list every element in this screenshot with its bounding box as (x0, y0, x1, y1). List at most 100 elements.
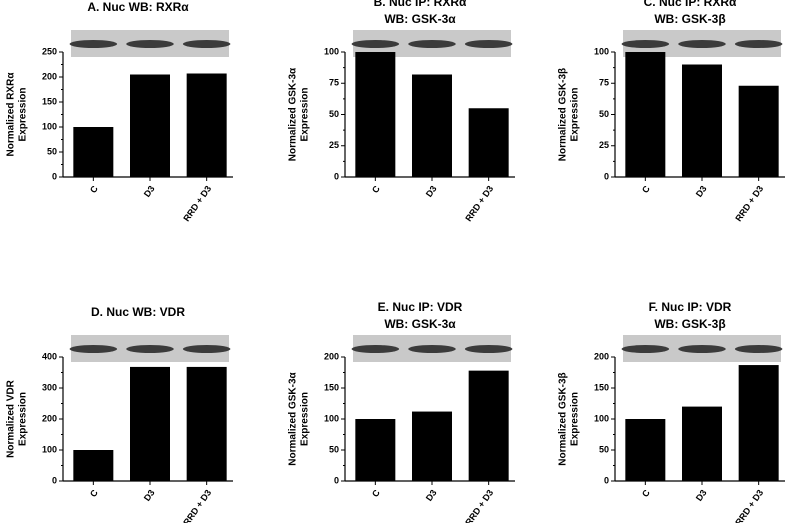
chart-title: B. Nuc IP: RXRα (374, 0, 467, 9)
bar (682, 406, 722, 481)
y-tick-label: 100 (594, 413, 609, 423)
y-tick-label: 150 (42, 96, 57, 106)
y-tick-label: 200 (594, 351, 609, 361)
chart-title: WB: GSK-3α (384, 317, 456, 331)
x-tick-label: RRD + D3 (463, 488, 495, 523)
y-axis-label: Expression (570, 392, 581, 446)
y-axis-label: Expression (300, 392, 311, 446)
bar (468, 370, 509, 481)
bar (468, 108, 509, 177)
blot-band (351, 345, 400, 353)
y-tick-label: 50 (599, 444, 609, 454)
x-tick-label: D3 (694, 488, 709, 503)
y-axis-label: Expression (18, 392, 29, 446)
x-tick-label: D3 (424, 488, 439, 503)
blot-band (126, 345, 174, 353)
y-tick-label: 50 (329, 109, 339, 119)
x-tick-label: D3 (142, 184, 157, 199)
y-tick-label: 0 (334, 171, 339, 181)
y-tick-label: 150 (324, 382, 339, 392)
y-tick-label: 100 (324, 46, 339, 56)
y-tick-label: 200 (324, 351, 339, 361)
blot-band (678, 40, 726, 48)
x-tick-label: D3 (694, 184, 709, 199)
chart-title: D. Nuc WB: VDR (91, 305, 185, 319)
blot-band (734, 40, 783, 48)
blot-band (621, 40, 670, 48)
bar (73, 450, 114, 481)
y-tick-label: 100 (42, 121, 57, 131)
bar (412, 74, 452, 177)
y-axis-label: Expression (570, 88, 581, 142)
y-axis-label: Expression (300, 88, 311, 142)
bar (625, 419, 666, 481)
y-tick-label: 75 (329, 78, 339, 88)
y-tick-label: 0 (604, 171, 609, 181)
bar (738, 365, 779, 481)
y-axis-label: Normalized VDR (6, 379, 17, 458)
chart-title: WB: GSK-3β (654, 12, 725, 26)
bar (186, 366, 227, 481)
y-axis-label: Normalized GSK-3β (558, 372, 569, 465)
y-tick-label: 0 (334, 475, 339, 485)
blot-band (408, 40, 456, 48)
chart-title: A. Nuc WB: RXRα (87, 0, 189, 14)
y-tick-label: 400 (42, 351, 57, 361)
y-tick-label: 50 (329, 444, 339, 454)
chart-title: F. Nuc IP: VDR (649, 300, 732, 314)
y-tick-label: 200 (42, 71, 57, 81)
blot-band (126, 40, 174, 48)
y-tick-label: 100 (324, 413, 339, 423)
bar (412, 411, 452, 481)
x-tick-label: D3 (142, 488, 157, 503)
x-tick-label: RRD + D3 (733, 184, 765, 224)
chart-title: E. Nuc IP: VDR (378, 300, 463, 314)
x-tick-label: RRD + D3 (733, 488, 765, 523)
y-axis-label: Normalized GSK-3α (288, 371, 299, 465)
y-axis-label: Normalized RXRα (6, 72, 17, 157)
bar (625, 52, 666, 177)
x-tick-label: C (640, 183, 652, 194)
y-axis-label: Normalized GSK-3β (558, 68, 569, 161)
y-tick-label: 50 (47, 146, 57, 156)
x-tick-label: RRD + D3 (181, 488, 213, 523)
y-tick-label: 25 (599, 140, 609, 150)
blot-band (182, 40, 231, 48)
bar (130, 366, 170, 481)
y-tick-label: 150 (594, 382, 609, 392)
y-tick-label: 50 (599, 109, 609, 119)
y-tick-label: 25 (329, 140, 339, 150)
y-tick-label: 100 (42, 444, 57, 454)
x-tick-label: C (88, 183, 100, 194)
y-tick-label: 200 (42, 413, 57, 423)
blot-band (69, 345, 118, 353)
x-tick-label: D3 (424, 184, 439, 199)
y-tick-label: 75 (599, 78, 609, 88)
y-tick-label: 0 (604, 475, 609, 485)
chart-title: WB: GSK-3β (654, 317, 725, 331)
blot-band (408, 345, 456, 353)
y-axis-label: Normalized GSK-3α (288, 67, 299, 161)
x-tick-label: RRD + D3 (181, 184, 213, 224)
blot-band (351, 40, 400, 48)
y-tick-label: 0 (52, 171, 57, 181)
y-tick-label: 100 (594, 46, 609, 56)
blot-band (621, 345, 670, 353)
y-axis-label: Expression (18, 88, 29, 142)
x-tick-label: C (640, 487, 652, 498)
x-tick-label: C (370, 183, 382, 194)
blot-band (464, 345, 513, 353)
bar (130, 74, 170, 177)
blot-band (69, 40, 118, 48)
x-tick-label: C (370, 487, 382, 498)
blot-band (734, 345, 783, 353)
chart-title: WB: GSK-3α (384, 12, 456, 26)
x-tick-label: C (88, 487, 100, 498)
bar (355, 419, 396, 481)
blot-band (464, 40, 513, 48)
bar (738, 85, 779, 177)
y-tick-label: 0 (52, 475, 57, 485)
x-tick-label: RRD + D3 (463, 184, 495, 224)
bar (73, 127, 114, 177)
